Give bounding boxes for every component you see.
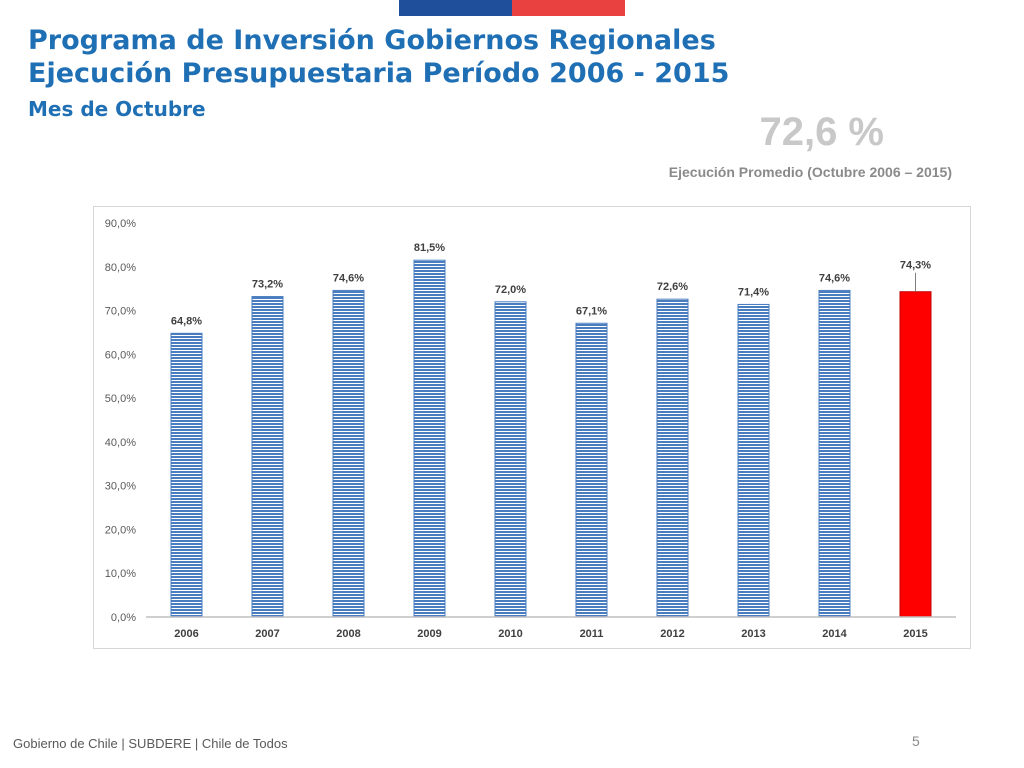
average-value: 72,6 % (759, 110, 884, 154)
bar-2011 (575, 322, 608, 618)
y-tick-label: 10,0% (105, 568, 136, 580)
x-tick-label: 2010 (498, 628, 522, 640)
data-label-2009: 81,5% (414, 242, 445, 254)
y-tick-label: 0,0% (111, 612, 136, 624)
page-title: Programa de Inversión Gobiernos Regional… (28, 24, 729, 90)
bar-2006 (170, 332, 203, 618)
bar-2009 (413, 259, 446, 618)
x-axis: 2006 2007 2008 2009 2010 2011 2012 2013 2014 2015 (146, 616, 956, 640)
x-tick-label: 2012 (660, 628, 684, 640)
data-labels: 64,8% 73,2% 74,6% 81,5% 72,0% 67,1% 72,6% 71,4%… (171, 242, 931, 327)
y-tick-label: 60,0% (105, 349, 136, 361)
y-tick-label: 90,0% (105, 218, 136, 230)
bar-2007 (251, 296, 284, 618)
bar-2014 (818, 289, 851, 618)
y-tick-label: 80,0% (105, 262, 136, 274)
data-label-2007: 73,2% (252, 279, 283, 291)
data-label-2013: 71,4% (738, 286, 769, 298)
data-label-2015: 74,3% (900, 260, 931, 272)
y-tick-label: 20,0% (105, 524, 136, 536)
flag-bar (399, 0, 625, 16)
data-label-2014: 74,6% (819, 272, 850, 284)
y-tick-label: 40,0% (105, 437, 136, 449)
bar-2008 (332, 289, 365, 618)
page-subtitle: Mes de Octubre (28, 97, 206, 121)
x-tick-label: 2011 (580, 628, 604, 640)
x-tick-label: 2015 (903, 628, 927, 640)
bar-2010 (494, 301, 527, 618)
data-label-2012: 72,6% (657, 281, 688, 293)
data-label-2006: 64,8% (171, 315, 202, 327)
bar-chart: 0,0% 10,0% 20,0% 30,0% 40,0% 50,0% 60,0% 70,0% 8… (93, 206, 971, 649)
data-label-2010: 72,0% (495, 284, 526, 296)
x-tick-label: 2007 (255, 628, 279, 640)
bar-2013 (737, 303, 770, 618)
y-axis: 0,0% 10,0% 20,0% 30,0% 40,0% 50,0% 60,0% 70,0% 8… (105, 218, 136, 624)
title-line-2: Ejecución Presupuestaria Período 2006 - … (28, 58, 730, 89)
bar-2012 (656, 298, 689, 618)
x-tick-label: 2008 (336, 628, 360, 640)
y-tick-label: 50,0% (105, 393, 136, 405)
x-tick-label: 2009 (417, 628, 441, 640)
data-label-2008: 74,6% (333, 272, 364, 284)
x-tick-label: 2006 (174, 628, 198, 640)
chart-svg: 0,0% 10,0% 20,0% 30,0% 40,0% 50,0% 60,0% 70,0% 8… (105, 218, 956, 640)
y-tick-label: 30,0% (105, 481, 136, 493)
bars (170, 259, 932, 618)
bar-2015 (899, 291, 932, 618)
y-tick-label: 70,0% (105, 306, 136, 318)
footer-text: Gobierno de Chile | SUBDERE | Chile de T… (13, 736, 288, 751)
flag-blue-stripe (399, 0, 512, 16)
data-label-2011: 67,1% (576, 305, 607, 317)
x-tick-label: 2013 (741, 628, 765, 640)
average-label: Ejecución Promedio (Octubre 2006 – 2015) (668, 164, 952, 180)
page-number: 5 (912, 733, 920, 749)
title-line-1: Programa de Inversión Gobiernos Regional… (28, 25, 716, 56)
flag-red-stripe (512, 0, 625, 16)
x-tick-label: 2014 (822, 628, 847, 640)
